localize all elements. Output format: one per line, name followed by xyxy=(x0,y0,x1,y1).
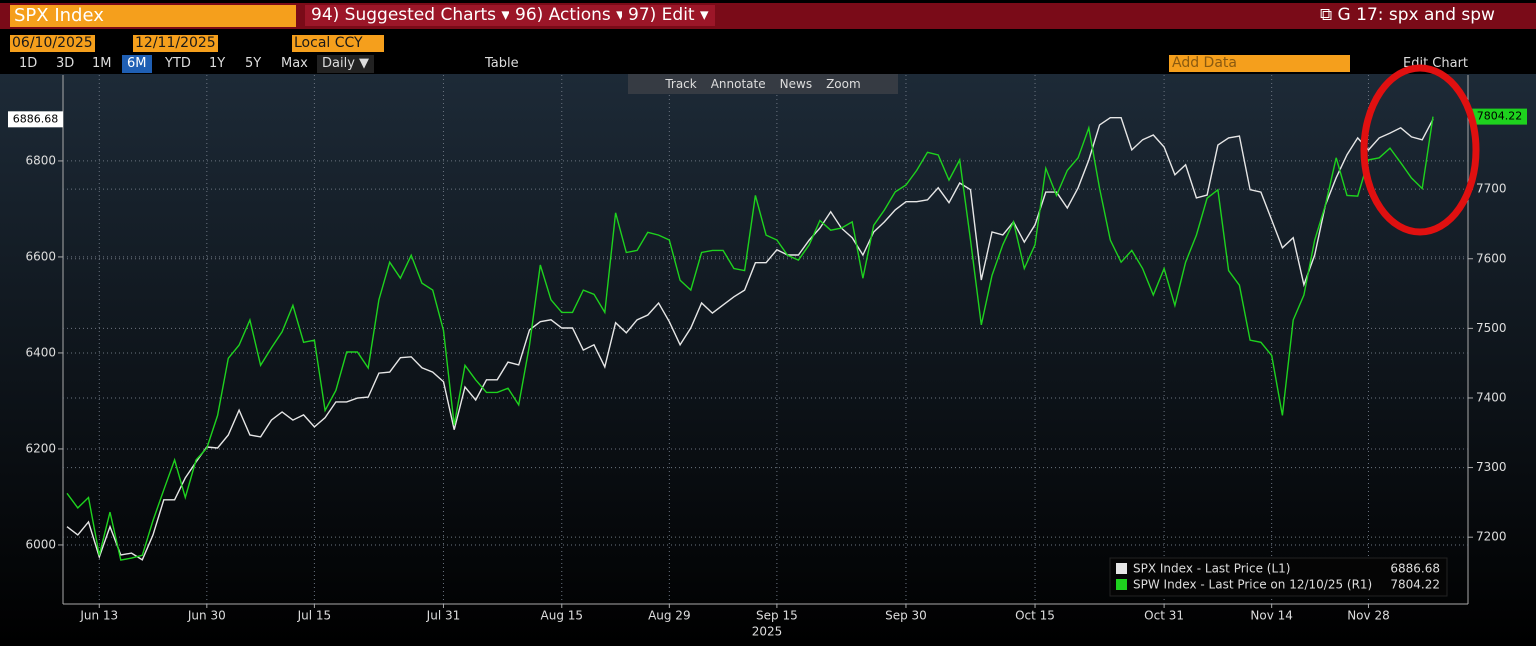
tool[interactable]: News xyxy=(779,77,813,91)
chart-name: ⧉ G 17: spx and spw xyxy=(1320,5,1495,26)
menu[interactable]: 96) Actions ▾ xyxy=(509,5,631,26)
range-button[interactable]: 1D xyxy=(19,56,38,71)
start-date[interactable]: 06/10/2025 xyxy=(10,35,95,52)
x-tick-label: Jul 15 xyxy=(297,609,332,623)
x-tick-label: Nov 28 xyxy=(1347,609,1390,623)
legend-label: SPW Index - Last Price on 12/10/25 (R1) xyxy=(1133,578,1372,592)
x-tick-label: Aug 15 xyxy=(541,609,584,623)
range-button[interactable]: 6M xyxy=(122,55,152,73)
range-button[interactable]: 1M xyxy=(92,56,112,71)
x-tick-label: Jun 13 xyxy=(79,609,118,623)
y-tick-label: 6800 xyxy=(25,153,56,167)
y2-tick-label: 7500 xyxy=(1476,321,1507,335)
last-value-tag xyxy=(1472,108,1527,125)
x-tick-label: Jul 31 xyxy=(426,609,461,623)
x-tick-label: Nov 14 xyxy=(1250,609,1293,623)
plot-background xyxy=(0,74,1536,646)
chart-name-text: G 17: spx and spw xyxy=(1337,5,1495,25)
table-button[interactable]: Table xyxy=(485,56,519,71)
currency[interactable]: Local CCY xyxy=(292,35,384,52)
security-field[interactable]: SPX Index xyxy=(10,5,296,27)
x-axis-label: 2025 xyxy=(752,625,783,639)
y2-tick-label: 7300 xyxy=(1476,460,1507,474)
range-button[interactable]: 1Y xyxy=(209,56,226,71)
y-tick-label: 6400 xyxy=(25,345,56,359)
y2-tick-label: 7600 xyxy=(1476,251,1507,265)
edit-chart[interactable]: Edit Chart xyxy=(1403,56,1469,71)
legend-swatch xyxy=(1116,563,1127,574)
range-button[interactable]: 5Y xyxy=(245,56,262,71)
last-value-label: 7804.22 xyxy=(1477,110,1523,123)
last-value-label: 6886.68 xyxy=(13,112,59,125)
add-data[interactable]: Add Data xyxy=(1169,55,1350,72)
y-tick-label: 6200 xyxy=(25,441,56,455)
y2-tick-label: 7400 xyxy=(1476,390,1507,404)
range-button[interactable]: YTD xyxy=(165,56,191,71)
tool[interactable]: Zoom xyxy=(826,77,861,91)
legend-value: 7804.22 xyxy=(1390,578,1440,592)
chart-tools: Track Annotate News Zoom xyxy=(628,74,898,94)
range-button[interactable]: Max xyxy=(281,56,308,71)
highlight-circle xyxy=(1360,64,1480,236)
x-tick-label: Sep 15 xyxy=(756,609,798,623)
tool[interactable]: Track xyxy=(665,77,697,91)
y2-tick-label: 7200 xyxy=(1476,530,1507,544)
end-date[interactable]: 12/11/2025 xyxy=(133,35,218,52)
y-tick-label: 6000 xyxy=(25,537,56,551)
x-tick-label: Oct 31 xyxy=(1144,609,1184,623)
frequency[interactable]: Daily ▼ xyxy=(317,55,375,73)
legend-swatch xyxy=(1116,579,1127,590)
x-tick-label: Oct 15 xyxy=(1015,609,1055,623)
series-line xyxy=(66,116,1434,561)
popout-icon[interactable]: ⧉ xyxy=(1320,5,1338,25)
x-tick-label: Jun 30 xyxy=(187,609,226,623)
y2-tick-label: 7700 xyxy=(1476,182,1507,196)
legend-box xyxy=(1109,557,1448,597)
menu[interactable]: 97) Edit ▾ xyxy=(622,5,715,26)
legend-label: SPX Index - Last Price (L1) xyxy=(1133,562,1290,576)
x-tick-label: Aug 29 xyxy=(648,609,691,623)
y-tick-label: 6600 xyxy=(25,249,56,263)
menu[interactable]: 94) Suggested Charts ▾ xyxy=(305,5,516,26)
range-button[interactable]: 3D xyxy=(56,56,75,71)
legend-value: 6886.68 xyxy=(1390,562,1440,576)
x-tick-label: Sep 30 xyxy=(885,609,927,623)
tool[interactable]: Annotate xyxy=(710,77,766,91)
last-value-tag xyxy=(8,111,63,128)
series-line xyxy=(66,117,1434,561)
